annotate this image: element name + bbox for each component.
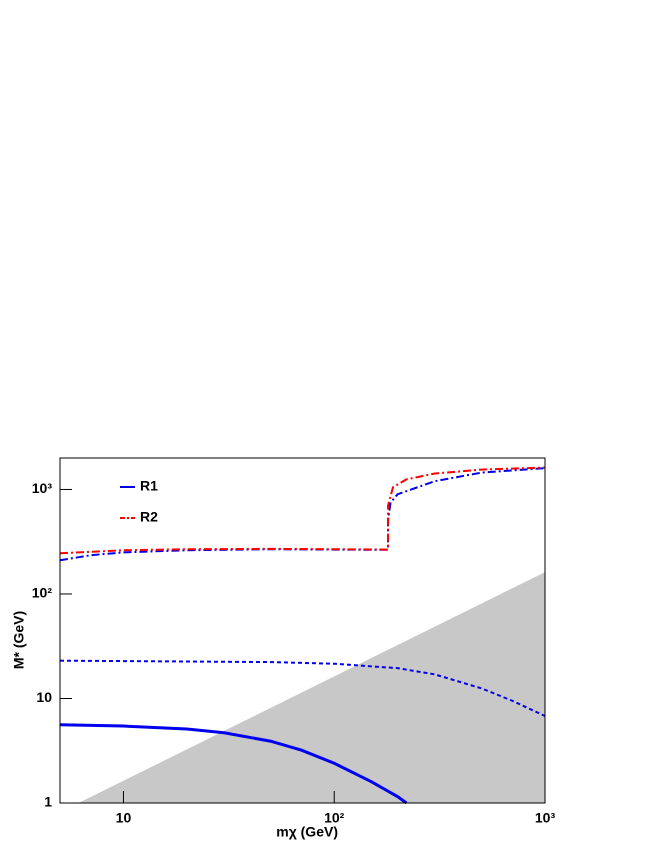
x-tick-label: 10³ — [535, 810, 556, 826]
series-line — [59, 659, 546, 717]
y-tick-label: 10³ — [32, 480, 53, 496]
y-tick-label: 1 — [44, 794, 52, 810]
excluded-edge — [79, 572, 546, 804]
series-line — [59, 466, 546, 555]
series-line — [59, 467, 546, 562]
x-axis-title: mχ (GeV) — [276, 824, 338, 840]
series-line — [59, 723, 408, 805]
legend-label: R1 — [140, 478, 158, 494]
plot-frame — [59, 457, 546, 804]
x-tick-label: 10 — [116, 810, 132, 826]
x-tick-label: 10² — [324, 810, 345, 826]
y-tick-label: 10 — [36, 689, 52, 705]
y-tick-label: 10² — [32, 585, 53, 601]
legend-label: R2 — [140, 509, 158, 525]
y-axis-title: M* (GeV) — [11, 611, 27, 669]
